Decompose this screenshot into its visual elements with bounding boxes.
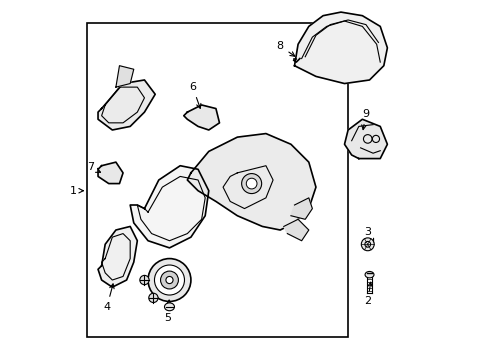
Text: 1: 1	[69, 186, 83, 196]
Polygon shape	[187, 134, 315, 230]
Polygon shape	[344, 119, 386, 158]
Circle shape	[364, 242, 370, 247]
Polygon shape	[130, 166, 208, 248]
Text: 7: 7	[87, 162, 101, 172]
Text: 4: 4	[103, 284, 114, 312]
Circle shape	[148, 293, 158, 302]
Text: 9: 9	[361, 109, 369, 130]
Polygon shape	[283, 219, 308, 241]
Text: 8: 8	[276, 41, 294, 56]
Circle shape	[140, 275, 149, 285]
Text: 5: 5	[164, 300, 171, 323]
Polygon shape	[294, 12, 386, 84]
Polygon shape	[116, 66, 134, 87]
Circle shape	[241, 174, 261, 194]
Text: 3: 3	[364, 227, 373, 243]
Circle shape	[246, 178, 257, 189]
Circle shape	[148, 258, 190, 301]
Ellipse shape	[365, 271, 373, 278]
Circle shape	[154, 265, 184, 295]
Text: 2: 2	[364, 282, 371, 306]
Circle shape	[361, 238, 373, 251]
Ellipse shape	[164, 303, 174, 311]
Text: 6: 6	[189, 82, 201, 108]
Polygon shape	[98, 162, 123, 184]
Polygon shape	[183, 105, 219, 130]
Circle shape	[160, 271, 178, 289]
Polygon shape	[290, 198, 312, 219]
Polygon shape	[98, 80, 155, 130]
Bar	[87, 23, 347, 337]
Polygon shape	[98, 226, 137, 287]
Circle shape	[165, 276, 173, 284]
